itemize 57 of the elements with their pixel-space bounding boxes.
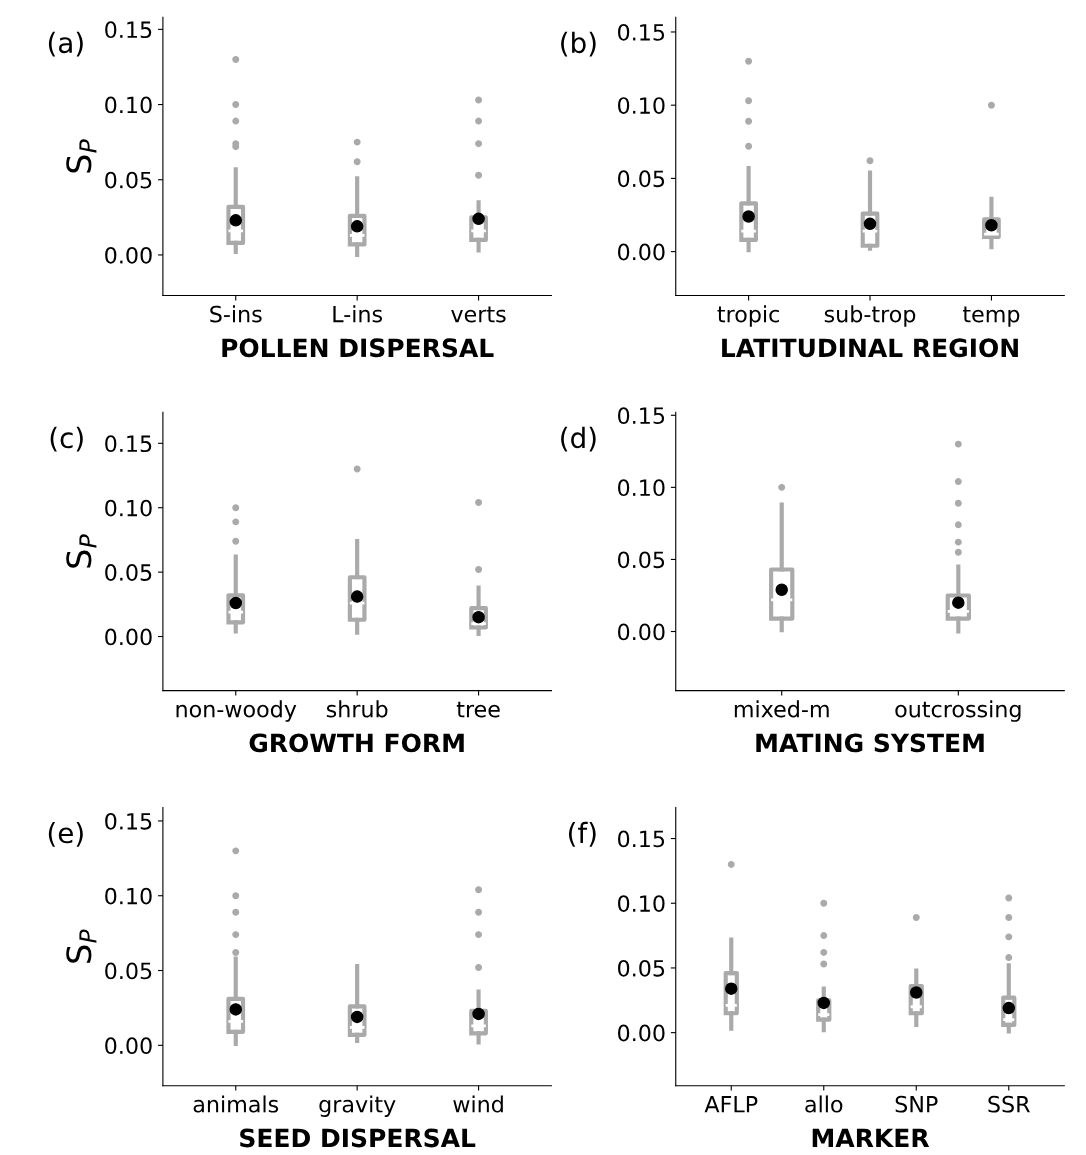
y-tick-label: 0.10: [105, 96, 152, 114]
y-tick-label: 0.10: [618, 479, 665, 497]
y-tick-label: 0.05: [618, 959, 665, 977]
x-tick-label: shrub: [326, 700, 388, 718]
y-tick-label: 0.10: [105, 499, 152, 517]
x-tick-label: sub-trop: [824, 305, 916, 327]
y-tick-label: 0.05: [105, 962, 152, 980]
y-tick-label: 0.00: [618, 623, 665, 641]
x-tick-label: mixed-m: [734, 700, 829, 718]
x-tick-label: temp: [962, 306, 1020, 327]
x-tick-label: AFLP: [704, 1096, 758, 1113]
y-tick-label: 0.15: [618, 23, 665, 41]
x-axis-title: MARKER: [812, 1128, 930, 1148]
y-tick-label: 0.15: [618, 407, 665, 425]
y-tick-label: 0.05: [105, 564, 152, 581]
x-tick-label: SSR: [988, 1095, 1030, 1113]
y-tick-label: 0.15: [618, 830, 665, 848]
x-tick-label: L-ins: [333, 305, 382, 323]
y-tick-label: 0.00: [105, 246, 152, 264]
x-tick-label: tropic: [717, 305, 779, 327]
y-tick-label: 0.00: [105, 1037, 152, 1055]
x-tick-label: wind: [453, 1095, 503, 1113]
x-tick-label: verts: [451, 306, 506, 323]
y-axis-title: S$_{P}$: [66, 139, 97, 173]
chart-title: (c): [50, 426, 83, 452]
chart-title: (a): [48, 31, 83, 57]
x-tick-label: non-woody: [176, 700, 297, 722]
y-tick-label: 0.05: [618, 551, 665, 569]
y-tick-label: 0.10: [105, 887, 152, 905]
x-axis-title: GROWTH FORM: [249, 733, 464, 753]
y-tick-label: 0.10: [618, 97, 665, 114]
x-axis-title: LATITUDINAL REGION: [722, 338, 1018, 358]
y-tick-label: 0.00: [105, 628, 152, 646]
y-axis-title: S$_{P}$: [66, 929, 97, 963]
y-tick-label: 0.15: [105, 812, 152, 830]
x-axis-title: MATING SYSTEM: [756, 733, 984, 753]
chart-title: (e): [48, 821, 83, 847]
x-axis-title: POLLEN DISPERSAL: [222, 338, 494, 358]
y-tick-label: 0.15: [105, 21, 152, 39]
chart-title: (d): [561, 426, 596, 452]
x-tick-label: gravity: [319, 1095, 396, 1117]
y-axis-title: S$_{P}$: [66, 534, 97, 568]
y-tick-label: 0.05: [618, 170, 665, 188]
y-tick-label: 0.05: [105, 171, 152, 189]
chart-title: (b): [561, 31, 596, 57]
x-tick-label: allo: [805, 1095, 843, 1113]
x-tick-label: tree: [456, 701, 500, 718]
y-tick-label: 0.00: [618, 1024, 665, 1042]
x-tick-label: S-ins: [210, 305, 262, 323]
x-tick-label: outcrossing: [895, 700, 1021, 722]
x-axis-title: SEED DISPERSAL: [240, 1128, 476, 1148]
y-tick-label: 0.10: [618, 895, 665, 912]
chart-title: (f): [568, 821, 596, 847]
y-tick-label: 0.00: [618, 243, 665, 261]
x-tick-label: animals: [193, 1095, 279, 1113]
x-tick-label: SNP: [895, 1095, 938, 1113]
y-tick-label: 0.15: [105, 435, 152, 453]
